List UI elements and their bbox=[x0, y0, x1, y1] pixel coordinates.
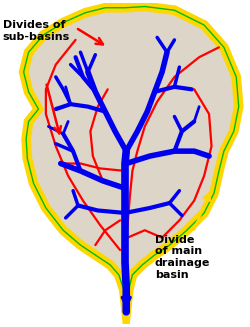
Text: Divides of
sub-basins: Divides of sub-basins bbox=[2, 20, 70, 42]
Polygon shape bbox=[24, 7, 239, 312]
Text: Divide
of main
drainage
basin: Divide of main drainage basin bbox=[155, 193, 210, 280]
